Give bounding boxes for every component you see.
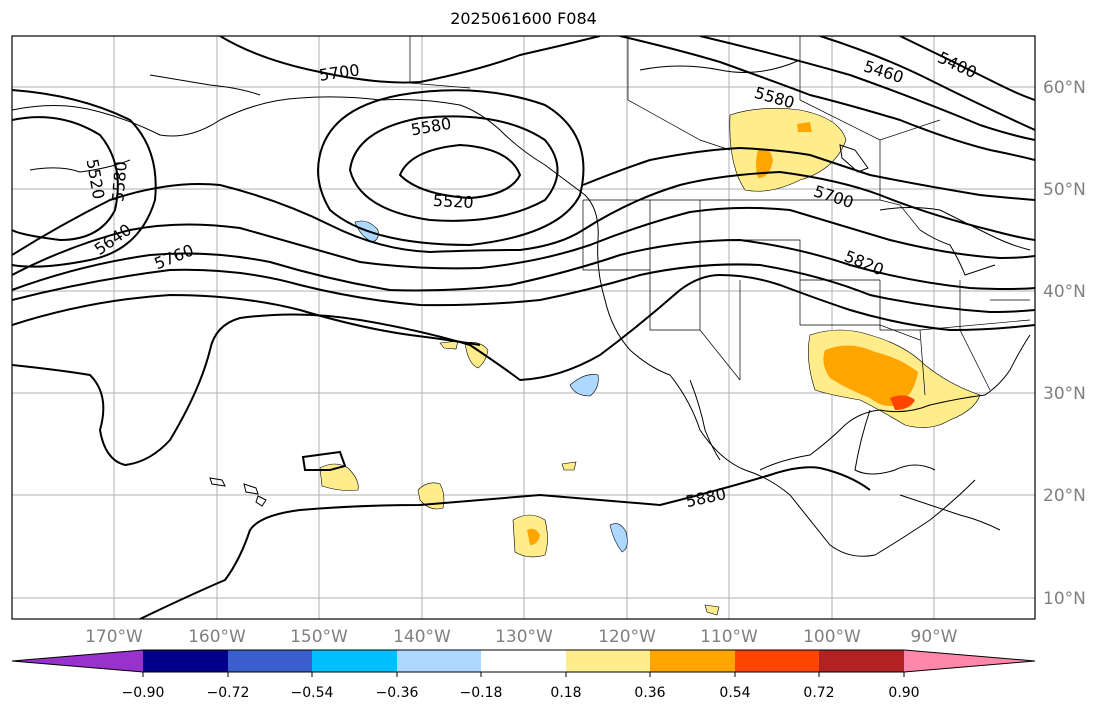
colorbar-tick-label: −0.90 — [122, 685, 165, 701]
lon-label: 160°W — [188, 627, 246, 647]
colorbar-segment — [566, 650, 650, 672]
colorbar-segment — [12, 650, 143, 672]
colorbar-segment — [312, 650, 397, 672]
colorbar-tick-label: 0.18 — [550, 685, 581, 701]
colorbar-segment — [143, 650, 228, 672]
lon-label: 150°W — [290, 627, 348, 647]
colorbar-tick-label: 0.36 — [634, 685, 665, 701]
colorbar-tick-label: −0.54 — [291, 685, 334, 701]
colorbar-tick-label: −0.72 — [207, 685, 250, 701]
contour-label: 5580 — [108, 160, 130, 202]
colorbar-segment — [650, 650, 735, 672]
political-boundaries — [409, 36, 1031, 396]
lat-label: 50°N — [1043, 180, 1086, 200]
lon-label: 140°W — [393, 627, 451, 647]
lat-label: 10°N — [1043, 589, 1086, 609]
lat-label: 60°N — [1043, 78, 1086, 98]
lat-label: 40°N — [1043, 282, 1086, 302]
longitude-labels: 170°W 160°W 150°W 140°W 130°W 120°W 110°… — [85, 627, 958, 647]
colorbar-tick-label: 0.54 — [719, 685, 750, 701]
height-contours — [12, 36, 1035, 619]
colorbar-segment — [819, 650, 904, 672]
map-title: 2025061600 F084 — [450, 9, 597, 28]
lon-label: 170°W — [85, 627, 143, 647]
colorbar-labels: −0.90 −0.72 −0.54 −0.36 −0.18 0.18 0.36 … — [122, 685, 920, 701]
colorbar-segment — [735, 650, 819, 672]
colorbar-tick-label: −0.36 — [376, 685, 419, 701]
colorbar-segment — [904, 650, 1035, 672]
latitude-labels: 60°N 50°N 40°N 30°N 20°N 10°N — [1043, 78, 1086, 609]
map-frame — [11, 35, 1036, 620]
contour-label: 5520 — [432, 191, 474, 212]
colorbar-segment — [228, 650, 312, 672]
lon-label: 90°W — [911, 627, 958, 647]
lon-label: 130°W — [495, 627, 553, 647]
colorbar-segment — [397, 650, 481, 672]
colorbar — [11, 649, 1036, 677]
lon-label: 110°W — [700, 627, 758, 647]
lon-label: 100°W — [803, 627, 861, 647]
lat-label: 20°N — [1043, 486, 1086, 506]
colorbar-tick-label: −0.18 — [460, 685, 503, 701]
colorbar-tick-label: 0.90 — [888, 685, 919, 701]
lon-label: 120°W — [598, 627, 656, 647]
colorbar-segment — [481, 650, 566, 672]
colorbar-tick-label: 0.72 — [803, 685, 834, 701]
lat-label: 30°N — [1043, 384, 1086, 404]
